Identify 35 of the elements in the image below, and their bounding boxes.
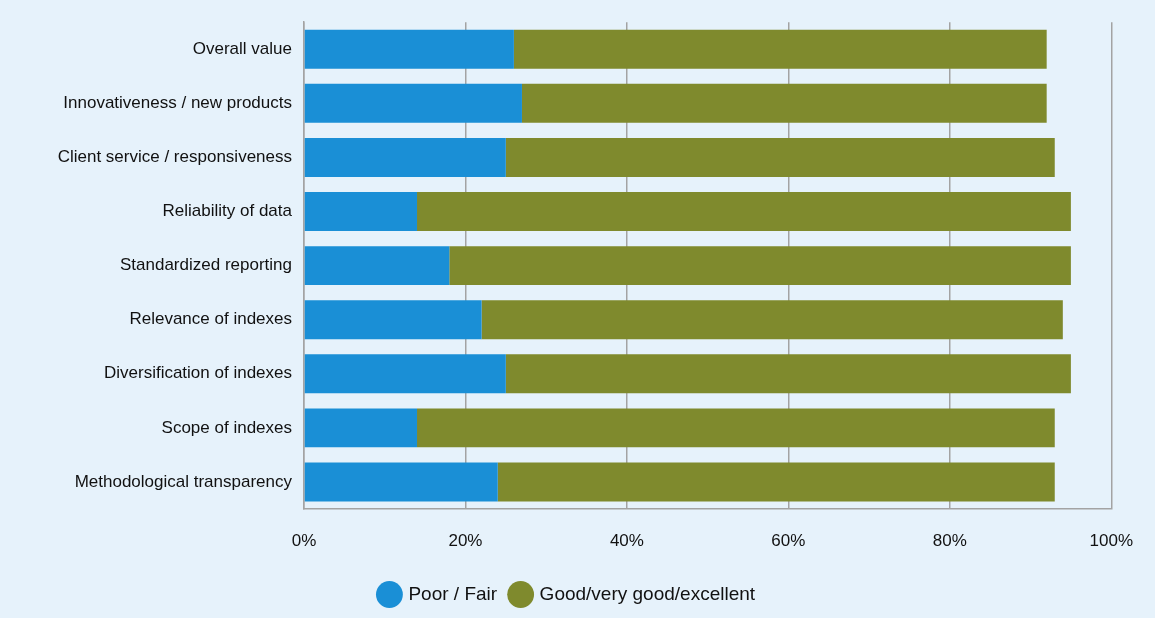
- y-tick-label: Overall value: [192, 38, 292, 58]
- bar: [304, 192, 418, 231]
- y-tick-label: Diversification of indexes: [103, 363, 292, 383]
- bar: [497, 462, 1055, 502]
- bar: [417, 408, 1055, 448]
- bar: [304, 29, 514, 69]
- bar: [481, 300, 1063, 340]
- x-tick-label: 0%: [291, 530, 317, 550]
- bar: [304, 462, 498, 502]
- x-tick-label: 20%: [448, 530, 483, 550]
- bar: [304, 408, 418, 448]
- x-tick-label: 60%: [771, 530, 806, 550]
- legend-label: Poor / Fair: [408, 582, 498, 604]
- x-tick-label: 100%: [1089, 530, 1133, 550]
- bar: [304, 83, 522, 123]
- bar: [521, 83, 1047, 123]
- bar: [304, 300, 482, 340]
- bar: [304, 246, 450, 286]
- y-tick-label: Scope of indexes: [161, 417, 292, 437]
- y-tick-label: Innovativeness / new products: [63, 93, 292, 113]
- bar: [449, 246, 1071, 286]
- y-tick-label: Reliability of data: [162, 201, 293, 221]
- x-tick-label: 80%: [932, 530, 967, 550]
- bar: [304, 137, 506, 177]
- y-tick-label: Relevance of indexes: [129, 309, 292, 329]
- y-tick-label: Client service / responsiveness: [57, 147, 292, 167]
- x-tick-label: 40%: [609, 530, 644, 550]
- y-tick-label: Methodological transparency: [74, 471, 293, 491]
- bar: [513, 29, 1047, 69]
- bar: [505, 354, 1071, 394]
- bar: [417, 192, 1071, 231]
- legend-label: Good/very good/excellent: [539, 582, 756, 604]
- bar: [304, 354, 506, 394]
- bar: [505, 137, 1055, 177]
- y-tick-label: Standardized reporting: [119, 255, 292, 275]
